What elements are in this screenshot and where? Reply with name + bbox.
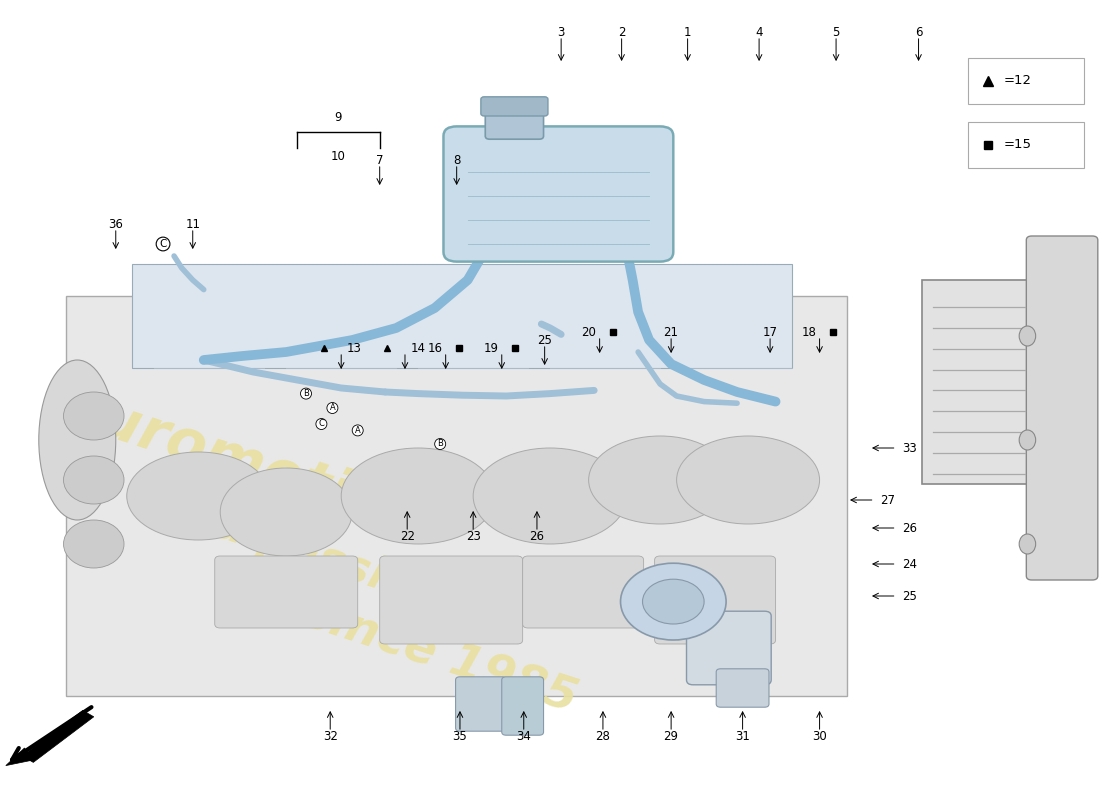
- Text: 4: 4: [756, 26, 762, 38]
- FancyBboxPatch shape: [522, 556, 644, 628]
- Text: 7: 7: [376, 154, 384, 166]
- Text: 26: 26: [529, 530, 544, 542]
- Text: A: A: [330, 403, 336, 413]
- Circle shape: [642, 579, 704, 624]
- Ellipse shape: [126, 452, 270, 540]
- Text: 22: 22: [399, 530, 415, 542]
- Text: 33: 33: [902, 442, 916, 454]
- Text: 23: 23: [465, 530, 481, 542]
- FancyBboxPatch shape: [214, 556, 358, 628]
- Ellipse shape: [64, 392, 124, 440]
- FancyBboxPatch shape: [1026, 236, 1098, 580]
- Ellipse shape: [1020, 430, 1036, 450]
- Polygon shape: [6, 748, 33, 766]
- FancyBboxPatch shape: [455, 677, 506, 731]
- Text: 36: 36: [108, 218, 123, 230]
- Ellipse shape: [64, 456, 124, 504]
- FancyBboxPatch shape: [485, 107, 543, 139]
- Text: C: C: [160, 239, 167, 249]
- Text: 16: 16: [428, 342, 442, 354]
- Ellipse shape: [220, 468, 352, 556]
- Text: 31: 31: [735, 730, 750, 742]
- Text: 10: 10: [331, 150, 345, 162]
- Text: A: A: [355, 426, 361, 435]
- Text: 34: 34: [516, 730, 531, 742]
- Text: 25: 25: [902, 590, 917, 602]
- Text: 13: 13: [346, 342, 362, 354]
- Polygon shape: [132, 264, 792, 368]
- Circle shape: [620, 563, 726, 640]
- Text: since 1985: since 1985: [297, 590, 583, 722]
- Ellipse shape: [341, 448, 495, 544]
- Text: 8: 8: [453, 154, 461, 166]
- Text: 20: 20: [582, 326, 596, 338]
- Text: 24: 24: [902, 558, 917, 570]
- Text: 17: 17: [762, 326, 778, 338]
- Text: =15: =15: [1003, 138, 1031, 151]
- Text: 14: 14: [410, 342, 426, 354]
- Text: 6: 6: [915, 26, 922, 38]
- FancyBboxPatch shape: [481, 97, 548, 116]
- Text: B: B: [304, 389, 309, 398]
- Text: =12: =12: [1003, 74, 1031, 87]
- Text: 29: 29: [663, 730, 679, 742]
- FancyBboxPatch shape: [443, 126, 673, 262]
- Text: 27: 27: [880, 494, 895, 506]
- Text: 11: 11: [185, 218, 200, 230]
- Ellipse shape: [473, 448, 627, 544]
- Text: 2: 2: [618, 26, 626, 38]
- Ellipse shape: [676, 436, 820, 524]
- Text: 30: 30: [812, 730, 827, 742]
- FancyBboxPatch shape: [716, 669, 769, 707]
- Text: 35: 35: [452, 730, 468, 742]
- Text: 9: 9: [334, 111, 342, 124]
- FancyBboxPatch shape: [922, 280, 1032, 484]
- Polygon shape: [22, 710, 94, 762]
- Text: 1: 1: [684, 26, 692, 38]
- Ellipse shape: [64, 520, 124, 568]
- FancyBboxPatch shape: [379, 556, 522, 644]
- FancyBboxPatch shape: [654, 556, 776, 644]
- Text: 5: 5: [833, 26, 839, 38]
- Text: 19: 19: [484, 342, 498, 354]
- Text: 18: 18: [802, 326, 816, 338]
- Text: C: C: [319, 419, 324, 429]
- Ellipse shape: [588, 436, 732, 524]
- Text: 3: 3: [558, 26, 564, 38]
- Ellipse shape: [1020, 326, 1036, 346]
- Polygon shape: [66, 296, 847, 696]
- FancyBboxPatch shape: [502, 677, 543, 735]
- Text: 28: 28: [595, 730, 610, 742]
- Text: 21: 21: [663, 326, 679, 338]
- FancyBboxPatch shape: [968, 122, 1084, 168]
- Text: 25: 25: [537, 334, 552, 346]
- Text: euromotive: euromotive: [54, 378, 430, 550]
- Ellipse shape: [1020, 534, 1036, 554]
- Text: a passion: a passion: [210, 502, 450, 618]
- FancyBboxPatch shape: [686, 611, 771, 685]
- Text: 32: 32: [322, 730, 338, 742]
- FancyBboxPatch shape: [968, 58, 1084, 104]
- Text: B: B: [437, 439, 443, 449]
- Text: 26: 26: [902, 522, 917, 534]
- Ellipse shape: [39, 360, 116, 520]
